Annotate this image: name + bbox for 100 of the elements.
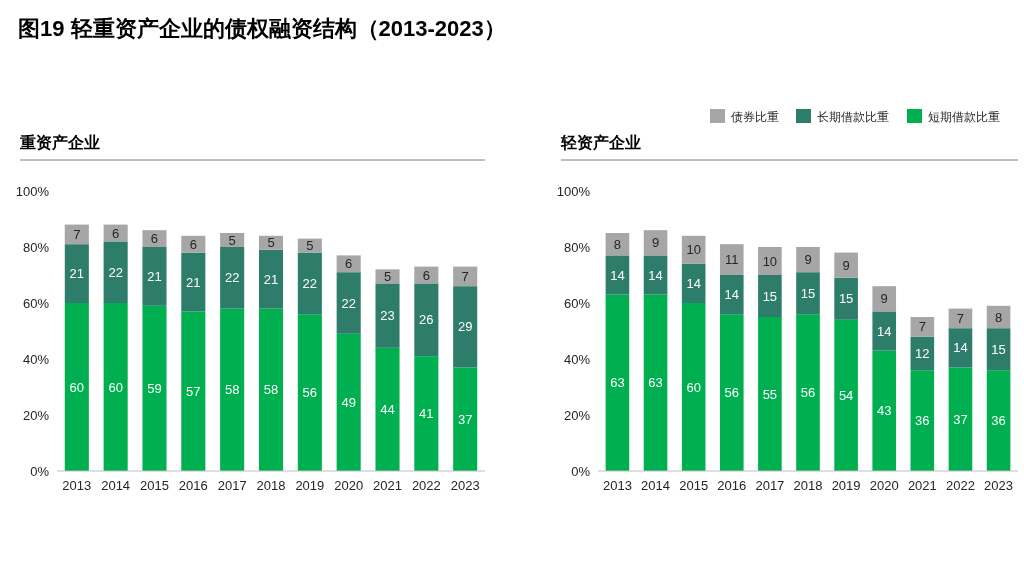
bar [103, 241, 128, 303]
data-label: 14 [686, 275, 701, 291]
data-label: 22 [108, 264, 123, 280]
y-tick-label: 100% [15, 183, 50, 199]
y-tick-label: 80% [563, 239, 591, 255]
bar [375, 269, 400, 284]
data-label: 37 [953, 411, 968, 427]
x-tick-label: 2014 [641, 478, 671, 493]
y-tick-label: 60% [22, 295, 50, 311]
bar [948, 328, 973, 368]
y-tick-label: 100% [556, 183, 591, 199]
x-tick-label: 2021 [907, 478, 937, 493]
data-label: 21 [147, 268, 162, 284]
data-label: 22 [224, 270, 240, 286]
bar [758, 247, 782, 275]
bar [834, 277, 858, 320]
data-label: 9 [880, 291, 888, 307]
data-label: 56 [800, 385, 816, 401]
bar [605, 255, 630, 295]
bar [758, 275, 782, 317]
bar [453, 367, 478, 471]
x-tick-label: 2016 [717, 478, 747, 493]
bar [142, 305, 167, 471]
data-label: 58 [263, 382, 279, 398]
bar [64, 303, 89, 471]
bar [336, 333, 361, 471]
data-label: 63 [610, 375, 625, 391]
bar [681, 303, 706, 471]
data-label: 59 [147, 380, 162, 396]
data-label: 8 [613, 236, 622, 252]
bar [605, 294, 630, 471]
x-tick-label: 2013 [62, 478, 92, 493]
data-label: 7 [461, 268, 469, 284]
x-tick-label: 2023 [984, 478, 1014, 493]
x-tick-label: 2022 [945, 478, 975, 493]
data-label: 60 [686, 379, 701, 395]
bar [872, 350, 897, 471]
bar [719, 275, 744, 315]
data-label: 55 [762, 386, 778, 402]
bar [64, 224, 89, 245]
chart-subtitle: 轻资产企业 [560, 134, 641, 151]
data-label: 12 [915, 345, 930, 361]
x-tick-label: 2018 [256, 478, 286, 493]
x-tick-label: 2023 [450, 478, 480, 493]
bar [834, 319, 858, 471]
data-label: 6 [189, 236, 197, 252]
bar [948, 367, 973, 471]
y-tick-label: 20% [563, 407, 591, 423]
data-label: 41 [419, 406, 434, 422]
bar [453, 286, 478, 368]
bar [64, 244, 89, 303]
data-label: 9 [651, 235, 660, 251]
x-tick-label: 2015 [679, 478, 709, 493]
data-label: 14 [648, 267, 663, 283]
data-label: 5 [228, 232, 236, 248]
data-label: 57 [186, 383, 201, 399]
data-label: 49 [341, 394, 356, 410]
y-tick-label: 0% [571, 463, 591, 479]
data-label: 8 [994, 309, 1003, 325]
data-label: 7 [918, 319, 926, 335]
data-label: 37 [457, 411, 473, 427]
bar [414, 356, 439, 471]
data-label: 7 [73, 226, 81, 242]
x-tick-label: 2015 [140, 478, 169, 493]
data-label: 6 [345, 256, 353, 272]
bar [872, 311, 897, 351]
bar [719, 244, 744, 275]
bar [258, 249, 284, 309]
x-tick-label: 2019 [831, 478, 861, 493]
bar [719, 314, 744, 471]
y-tick-label: 60% [563, 295, 591, 311]
data-label: 6 [422, 267, 430, 283]
data-label: 60 [108, 379, 123, 395]
bar [910, 317, 935, 337]
data-label: 14 [724, 287, 740, 303]
bar [297, 314, 322, 471]
x-tick-label: 2016 [178, 478, 208, 493]
y-tick-label: 40% [563, 351, 591, 367]
data-label: 9 [842, 257, 850, 273]
bar [643, 294, 668, 471]
data-label: 5 [306, 238, 314, 254]
legend-label: 债券比重 [731, 110, 779, 124]
data-label: 26 [419, 312, 434, 328]
bar [181, 311, 206, 471]
data-label: 21 [186, 274, 201, 290]
bar [758, 317, 782, 471]
bar [103, 303, 128, 471]
data-label: 15 [762, 288, 778, 304]
bar [643, 255, 668, 295]
data-label: 22 [302, 275, 318, 291]
data-label: 5 [383, 268, 392, 284]
bar [142, 230, 167, 247]
bar [796, 247, 820, 273]
data-label: 43 [876, 403, 892, 419]
bar [181, 252, 206, 312]
data-label: 6 [150, 231, 159, 247]
data-label: 23 [380, 308, 395, 324]
legend-label: 短期借款比重 [928, 110, 1000, 124]
y-tick-label: 80% [22, 239, 50, 255]
data-label: 29 [457, 319, 473, 335]
